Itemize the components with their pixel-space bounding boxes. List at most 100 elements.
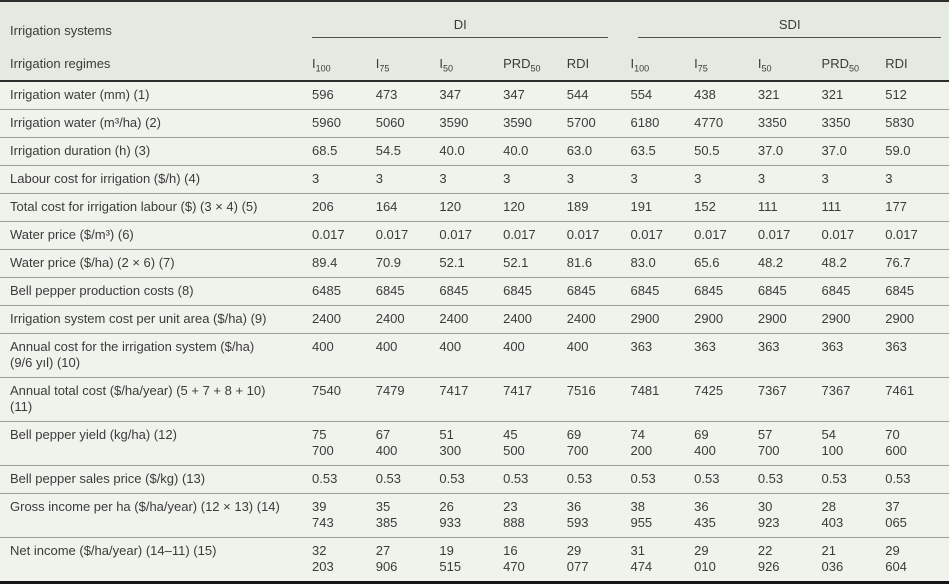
value-cell: 67 400 (375, 421, 440, 466)
row-label: Bell pepper sales price ($/kg) (13) (0, 465, 313, 494)
value-cell: 28 403 (821, 493, 886, 538)
column-header-di-prd50: PRD50 (503, 38, 567, 82)
column-header-di-rdi: RDI (566, 38, 631, 82)
value-cell: 7417 (439, 377, 504, 422)
table-row: Annual total cost ($/ha/year) (5 + 7 + 8… (0, 377, 949, 422)
table-row: Water price ($/ha) (2 × 6) (7) 89.4 70.9 52… (0, 249, 949, 278)
value-cell: 347 (503, 81, 567, 110)
value-cell: 321 (757, 81, 822, 110)
value-cell: 52.1 (503, 249, 567, 278)
value-cell: 5830 (885, 109, 949, 138)
column-header-sdi-i100: I100 (630, 38, 695, 82)
value-cell: 69 400 (694, 421, 758, 466)
value-cell: 400 (439, 333, 504, 378)
table-row: Gross income per ha ($/ha/year) (12 × 13… (0, 493, 949, 538)
row-label: Bell pepper yield (kg/ha) (12) (0, 421, 313, 466)
value-cell: 3350 (757, 109, 822, 138)
value-cell: 6180 (630, 109, 695, 138)
value-cell: 51 300 (439, 421, 504, 466)
value-cell: 363 (757, 333, 822, 378)
value-cell: 400 (566, 333, 631, 378)
value-cell: 7481 (630, 377, 695, 422)
value-cell: 3350 (821, 109, 886, 138)
row-label: Irrigation system cost per unit area ($/… (0, 305, 313, 334)
row-label: Annual total cost ($/ha/year) (5 + 7 + 8… (0, 377, 313, 422)
value-cell: 7540 (312, 377, 376, 422)
value-cell: 3 (821, 165, 886, 194)
header-row-systems: Irrigation systems DI SDI (0, 1, 949, 38)
value-cell: 70 600 (885, 421, 949, 466)
column-header-di-i50: I50 (439, 38, 504, 82)
column-header-sdi-prd50: PRD50 (821, 38, 886, 82)
value-cell: 6845 (566, 277, 631, 306)
value-cell: 7479 (375, 377, 440, 422)
value-cell: 2400 (312, 305, 376, 334)
value-cell: 40.0 (503, 137, 567, 166)
value-cell: 2900 (694, 305, 758, 334)
value-cell: 29 010 (694, 537, 758, 583)
value-cell: 5960 (312, 109, 376, 138)
table-header: Irrigation systems DI SDI Irrigation reg… (0, 1, 949, 82)
value-cell: 38 955 (630, 493, 695, 538)
row-label: Total cost for irrigation labour ($) (3 … (0, 193, 313, 222)
value-cell: 3 (757, 165, 822, 194)
column-header-sdi-i75: I75 (694, 38, 758, 82)
value-cell: 2400 (503, 305, 567, 334)
value-cell: 120 (503, 193, 567, 222)
value-cell: 0.017 (439, 221, 504, 250)
value-cell: 6485 (312, 277, 376, 306)
row-label: Water price ($/ha) (2 × 6) (7) (0, 249, 313, 278)
value-cell: 59.0 (885, 137, 949, 166)
value-cell: 0.53 (694, 465, 758, 494)
value-cell: 0.017 (694, 221, 758, 250)
value-cell: 0.53 (630, 465, 695, 494)
value-cell: 544 (566, 81, 631, 110)
value-cell: 36 593 (566, 493, 631, 538)
value-cell: 363 (630, 333, 695, 378)
value-cell: 7417 (503, 377, 567, 422)
value-cell: 191 (630, 193, 695, 222)
value-cell: 76.7 (885, 249, 949, 278)
value-cell: 0.017 (503, 221, 567, 250)
row-label: Net income ($/ha/year) (14–11) (15) (0, 537, 313, 583)
value-cell: 31 474 (630, 537, 695, 583)
value-cell: 57 700 (757, 421, 822, 466)
column-header-di-i75: I75 (375, 38, 440, 82)
value-cell: 26 933 (439, 493, 504, 538)
value-cell: 0.53 (757, 465, 822, 494)
row-label: Irrigation water (m³/ha) (2) (0, 109, 313, 138)
value-cell: 68.5 (312, 137, 376, 166)
value-cell: 37 065 (885, 493, 949, 538)
value-cell: 29 604 (885, 537, 949, 583)
value-cell: 438 (694, 81, 758, 110)
value-cell: 0.53 (566, 465, 631, 494)
value-cell: 3590 (439, 109, 504, 138)
value-cell: 111 (757, 193, 822, 222)
row-label: Labour cost for irrigation ($/h) (4) (0, 165, 313, 194)
value-cell: 16 470 (503, 537, 567, 583)
table-row: Bell pepper sales price ($/kg) (13) 0.53 0… (0, 465, 949, 494)
value-cell: 54 100 (821, 421, 886, 466)
table-row: Net income ($/ha/year) (14–11) (15) 32 20… (0, 537, 949, 583)
value-cell: 0.53 (312, 465, 376, 494)
value-cell: 63.0 (566, 137, 631, 166)
value-cell: 347 (439, 81, 504, 110)
value-cell: 5700 (566, 109, 631, 138)
value-cell: 70.9 (375, 249, 440, 278)
value-cell: 6845 (439, 277, 504, 306)
table-row: Annual cost for the irrigation system ($… (0, 333, 949, 378)
value-cell: 7516 (566, 377, 631, 422)
group-header-di: DI (312, 1, 631, 38)
table-row: Bell pepper yield (kg/ha) (12) 75 700 67 4… (0, 421, 949, 466)
value-cell: 6845 (375, 277, 440, 306)
value-cell: 7367 (821, 377, 886, 422)
row-label: Water price ($/m³) (6) (0, 221, 313, 250)
value-cell: 177 (885, 193, 949, 222)
value-cell: 7367 (757, 377, 822, 422)
value-cell: 2900 (885, 305, 949, 334)
value-cell: 363 (694, 333, 758, 378)
value-cell: 0.53 (503, 465, 567, 494)
row-label: Bell pepper production costs (8) (0, 277, 313, 306)
value-cell: 21 036 (821, 537, 886, 583)
value-cell: 22 926 (757, 537, 822, 583)
